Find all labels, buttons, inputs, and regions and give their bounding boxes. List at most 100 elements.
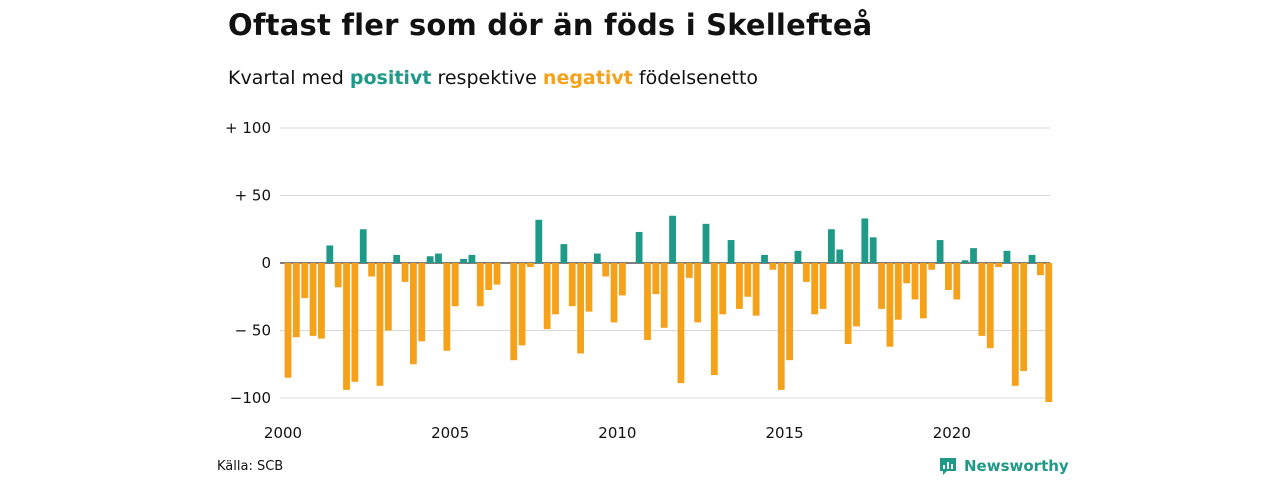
bar-2008-q4	[577, 263, 584, 354]
bar-2014-q4	[777, 263, 785, 390]
bar-2012-q2	[694, 263, 702, 323]
bar-2016-q4	[844, 263, 852, 344]
bar-2005-q2	[460, 258, 467, 263]
bar-2012-q4	[710, 263, 718, 376]
bar-2008-q2	[560, 244, 568, 263]
bar-2002-q4	[376, 263, 384, 386]
bar-2005-q4	[476, 263, 484, 307]
bar-2013-q4	[744, 263, 752, 297]
bar-2003-q4	[410, 263, 417, 365]
x-tick-label: 2010	[598, 424, 636, 442]
chart-subtitle: Kvartal med positivt respektive negativt…	[228, 67, 758, 89]
y-tick-label: 0	[261, 254, 271, 272]
bar-2020-q4	[978, 263, 986, 336]
bar-2019-q1	[919, 263, 927, 319]
bar-2015-q2	[794, 250, 802, 263]
bar-2009-q4	[610, 263, 618, 323]
newsworthy-icon	[940, 458, 956, 475]
bar-2015-q3	[802, 263, 810, 282]
bar-2009-q3	[602, 263, 610, 277]
source-label: Källa: SCB	[217, 459, 284, 474]
bar-2014-q1	[752, 263, 760, 316]
bar-2005-q1	[451, 263, 459, 307]
bar-2006-q1	[485, 263, 493, 290]
bar-2006-q4	[510, 263, 518, 361]
bar-2022-q2	[1028, 254, 1036, 263]
bar-2000-q2	[292, 263, 300, 338]
subtitle-middle: respektive	[437, 67, 537, 89]
y-tick-label: + 50	[235, 187, 271, 205]
bar-2020-q1	[953, 263, 961, 300]
bar-2019-q3	[936, 240, 944, 263]
bar-2007-q2	[527, 263, 534, 268]
y-tick-label: + 100	[225, 119, 271, 137]
x-tick-label: 2000	[264, 424, 302, 442]
bar-2007-q1	[518, 263, 526, 346]
subtitle-prefix: Kvartal med	[228, 67, 344, 89]
bar-2013-q3	[736, 263, 743, 309]
bar-2007-q4	[543, 263, 551, 330]
bar-2022-q4	[1045, 263, 1053, 403]
bar-2018-q2	[894, 263, 902, 320]
bar-2003-q2	[393, 254, 401, 263]
bar-2021-q2	[995, 263, 1002, 268]
bar-2017-q3	[869, 237, 877, 263]
bar-2011-q4	[677, 263, 685, 384]
bar-2011-q3	[669, 215, 676, 263]
bar-2022-q3	[1037, 263, 1044, 276]
bar-2012-q1	[685, 263, 693, 278]
bar-2001-q1	[318, 263, 325, 339]
bar-2021-q4	[1011, 263, 1019, 386]
bar-2001-q4	[343, 263, 350, 390]
bar-2013-q1	[719, 263, 727, 315]
bar-2009-q1	[585, 263, 593, 312]
bar-2002-q2	[359, 229, 367, 263]
bar-2019-q4	[945, 263, 952, 290]
bar-2003-q1	[384, 263, 392, 331]
bar-2022-q1	[1020, 263, 1028, 371]
y-tick-label: −100	[230, 389, 271, 407]
bar-2016-q1	[819, 263, 827, 309]
bar-2010-q1	[619, 263, 626, 296]
bar-2004-q3	[435, 253, 442, 263]
bar-2001-q2	[326, 245, 334, 263]
bar-2000-q3	[301, 263, 309, 299]
bar-2013-q2	[727, 240, 735, 263]
chart-title: Oftast fler som dör än föds i Skellefteå	[228, 8, 873, 42]
bar-2010-q4	[644, 263, 651, 340]
bar-2007-q3	[535, 219, 543, 263]
bar-2002-q3	[368, 263, 375, 277]
x-axis-ticks: 2000 2005 2010 2015 2020	[264, 424, 971, 442]
bar-2001-q3	[334, 263, 342, 288]
bar-2015-q1	[786, 263, 793, 361]
bar-2008-q3	[568, 263, 576, 307]
x-tick-label: 2020	[933, 424, 971, 442]
bar-2002-q1	[351, 263, 359, 382]
bar-2008-q1	[552, 263, 559, 315]
bar-2018-q4	[911, 263, 919, 300]
brand-name: Newsworthy	[964, 457, 1069, 475]
bar-2014-q2	[761, 254, 768, 263]
bar-2010-q3	[635, 231, 643, 263]
bar-2004-q1	[418, 263, 426, 342]
bar-2019-q2	[928, 263, 936, 270]
bar-2017-q1	[853, 263, 860, 327]
bar-2021-q1	[986, 263, 994, 349]
bar-2011-q2	[660, 263, 668, 328]
x-tick-label: 2015	[766, 424, 804, 442]
bar-2004-q2	[426, 256, 434, 263]
bar-2018-q1	[886, 263, 894, 347]
bar-2009-q2	[593, 253, 601, 263]
subtitle-positive-word: positivt	[349, 67, 432, 89]
bar-2021-q3	[1003, 250, 1011, 263]
bar-2004-q4	[443, 263, 451, 351]
bar-2016-q3	[836, 249, 844, 263]
bar-2014-q3	[769, 263, 777, 270]
subtitle-suffix: födelsenetto	[638, 67, 759, 89]
x-tick-label: 2005	[431, 424, 469, 442]
bar-2020-q3	[970, 248, 977, 263]
bar-2000-q4	[309, 263, 317, 336]
bar-2015-q4	[811, 263, 819, 315]
bar-2017-q4	[878, 263, 885, 309]
